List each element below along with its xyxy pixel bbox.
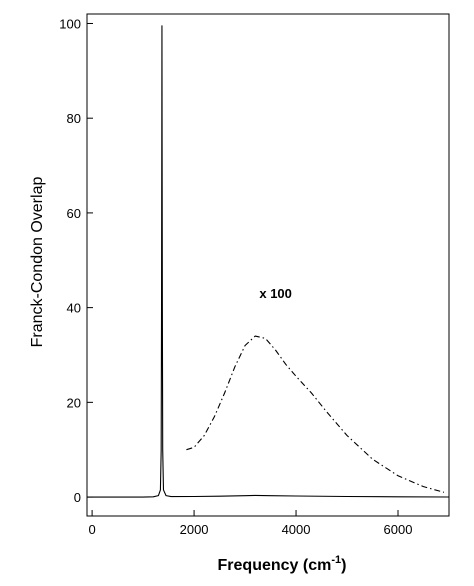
- x-tick-label: 2000: [180, 522, 209, 537]
- plot-frame: [86, 13, 450, 517]
- y-tick-label: 0: [74, 490, 81, 505]
- annotation-label: x 100: [259, 286, 292, 301]
- y-tick-label: 60: [67, 206, 81, 221]
- x-tick-label: 4000: [282, 522, 311, 537]
- main-series-line: [87, 25, 450, 498]
- y-axis-title: Franck-Condon Overlap: [29, 177, 46, 348]
- y-tick-label: 100: [59, 16, 81, 31]
- y-tick-label: 40: [67, 301, 81, 316]
- series-layer: [87, 25, 450, 498]
- x-axis: 0 2000 4000 6000: [88, 510, 412, 537]
- y-tick-label: 20: [67, 395, 81, 410]
- x-axis-title: Frequency (cm-1): [218, 554, 347, 574]
- annotations: x 100: [259, 286, 292, 301]
- scaled-series-line: [186, 335, 445, 493]
- y-tick-label: 80: [67, 111, 81, 126]
- y-axis: 0 20 40 60 80 100: [59, 16, 93, 505]
- x-tick-label: 0: [88, 522, 95, 537]
- x-tick-label: 6000: [384, 522, 413, 537]
